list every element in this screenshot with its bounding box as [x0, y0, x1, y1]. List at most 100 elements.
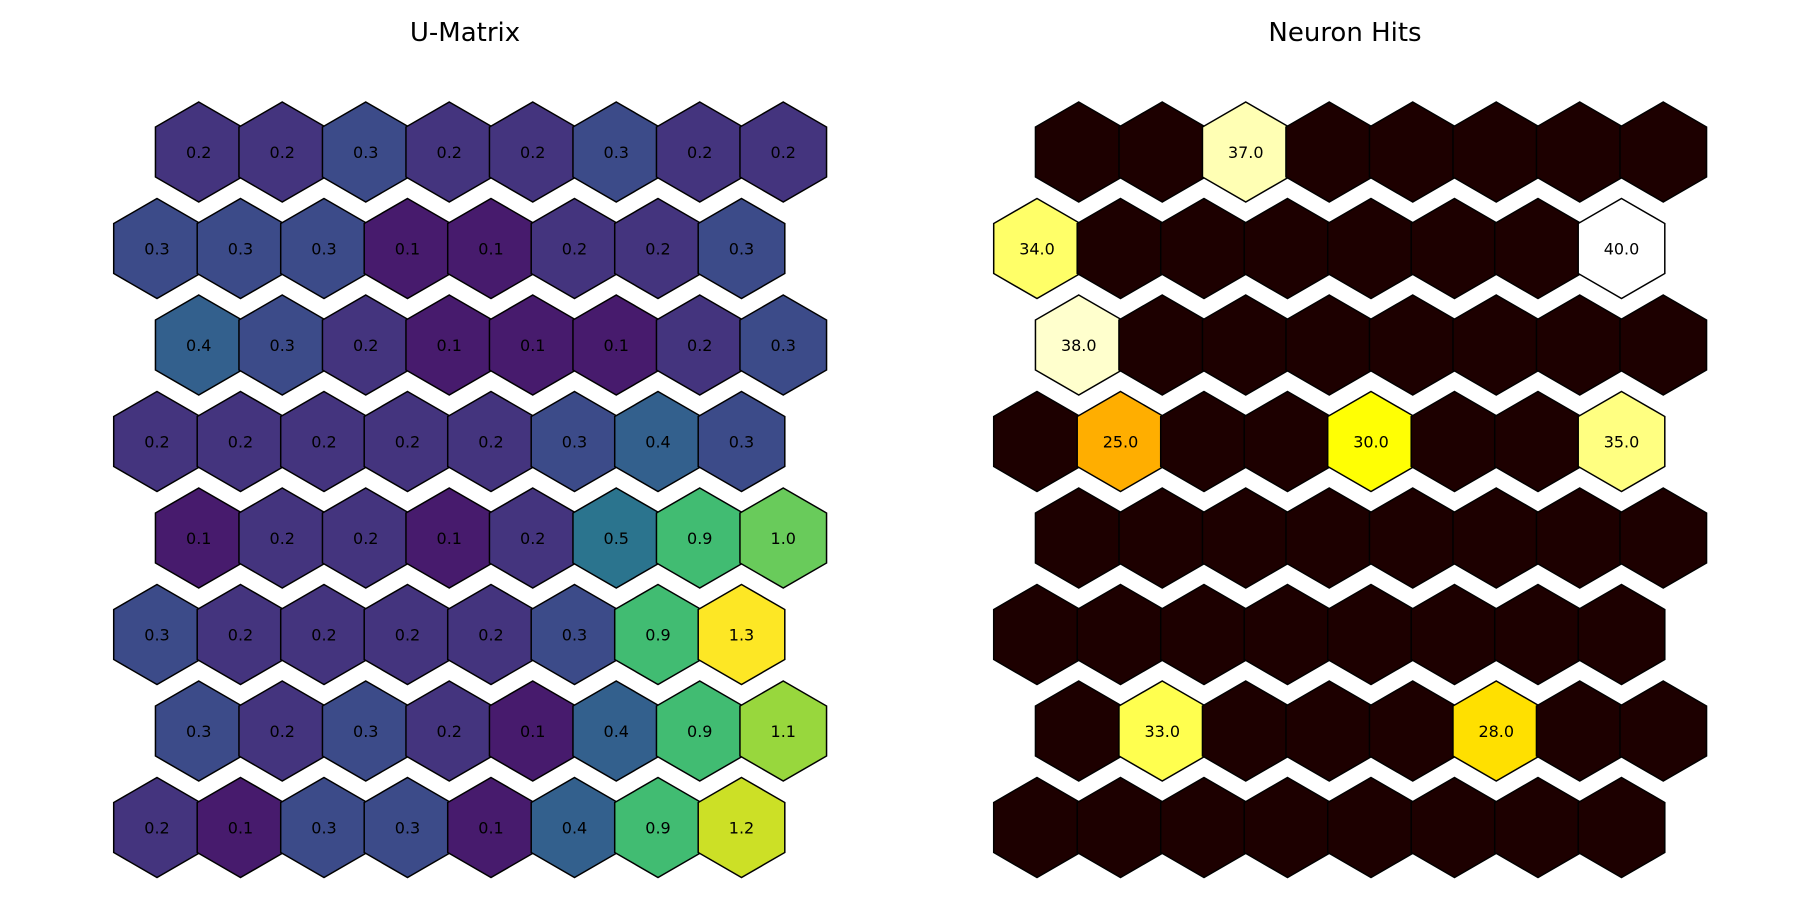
hits-hex-r4-c4: [1369, 488, 1456, 588]
umatrix-label-r2-c6: 0.2: [687, 336, 712, 355]
umatrix-label-r3-c4: 0.2: [478, 433, 503, 452]
umatrix-label-r0-c7: 0.2: [771, 143, 796, 162]
umatrix-label-r0-c0: 0.2: [186, 143, 211, 162]
hits-hex-r1-c5: [1411, 199, 1498, 299]
umatrix-label-r4-c3: 0.1: [437, 529, 462, 548]
umatrix-grid: 0.2 0.2 0.3 0.2 0.2 0.3 0.2 0.2 0.3 0.3 0.3 0.1 0.1 0…: [114, 102, 827, 878]
umatrix-label-r3-c5: 0.3: [562, 433, 587, 452]
umatrix-label-r0-c1: 0.2: [270, 143, 295, 162]
hits-hex-r7-c5: [1411, 778, 1498, 878]
umatrix-label-r1-c3: 0.1: [395, 240, 420, 259]
hits-hex-r2-c6: [1536, 295, 1623, 395]
hits-hex-r2-c4: [1369, 295, 1456, 395]
hits-hex-r5-c1: [1077, 585, 1164, 685]
hits-hex-r5-c5: [1411, 585, 1498, 685]
hits-hex-r0-c3: [1286, 102, 1373, 202]
hits-hex-r7-c1: [1077, 778, 1164, 878]
umatrix-label-r5-c5: 0.3: [562, 626, 587, 645]
hits-hex-r3-c3: [1244, 392, 1331, 492]
umatrix-label-r0-c6: 0.2: [687, 143, 712, 162]
umatrix-label-r4-c1: 0.2: [270, 529, 295, 548]
umatrix-label-r2-c1: 0.3: [270, 336, 295, 355]
umatrix-label-r1-c1: 0.3: [228, 240, 253, 259]
umatrix-label-r1-c4: 0.1: [478, 240, 503, 259]
umatrix-label-r5-c0: 0.3: [144, 626, 169, 645]
umatrix-label-r1-c0: 0.3: [144, 240, 169, 259]
umatrix-label-r7-c4: 0.1: [478, 819, 503, 838]
hits-label-r2-c0: 38.0: [1061, 336, 1097, 355]
hits-hex-r3-c6: [1495, 392, 1582, 492]
hits-hex-r5-c4: [1328, 585, 1415, 685]
umatrix-label-r5-c1: 0.2: [228, 626, 253, 645]
umatrix-label-r4-c2: 0.2: [353, 529, 378, 548]
umatrix-label-r5-c6: 0.9: [645, 626, 670, 645]
umatrix-label-r1-c5: 0.2: [562, 240, 587, 259]
umatrix-label-r6-c1: 0.2: [270, 722, 295, 741]
umatrix-label-r0-c3: 0.2: [437, 143, 462, 162]
hits-label-r1-c7: 40.0: [1604, 240, 1640, 259]
hits-hex-r6-c7: [1620, 681, 1707, 781]
hits-hex-r4-c3: [1286, 488, 1373, 588]
hits-hex-r5-c3: [1244, 585, 1331, 685]
neuron-hits-grid: 37.0 34.0 40.0 38.0 25.0 30.0 35.0 33.0 28.0: [994, 102, 1707, 878]
umatrix-label-r1-c2: 0.3: [311, 240, 336, 259]
hits-label-r3-c4: 30.0: [1353, 433, 1389, 452]
hits-hex-r2-c3: [1286, 295, 1373, 395]
umatrix-label-r5-c7: 1.3: [729, 626, 754, 645]
umatrix-label-r3-c0: 0.2: [144, 433, 169, 452]
umatrix-label-r7-c6: 0.9: [645, 819, 670, 838]
umatrix-label-r1-c6: 0.2: [645, 240, 670, 259]
umatrix-label-r7-c0: 0.2: [144, 819, 169, 838]
hits-label-r6-c1: 33.0: [1144, 722, 1180, 741]
umatrix-label-r5-c2: 0.2: [311, 626, 336, 645]
umatrix-label-r4-c6: 0.9: [687, 529, 712, 548]
hits-hex-r7-c6: [1495, 778, 1582, 878]
umatrix-label-r2-c0: 0.4: [186, 336, 211, 355]
hits-hex-r4-c5: [1453, 488, 1540, 588]
umatrix-label-r0-c2: 0.3: [353, 143, 378, 162]
umatrix-label-r5-c4: 0.2: [478, 626, 503, 645]
hits-hex-r0-c0: [1035, 102, 1122, 202]
umatrix-label-r3-c1: 0.2: [228, 433, 253, 452]
hits-hex-r6-c0: [1035, 681, 1122, 781]
umatrix-label-r2-c2: 0.2: [353, 336, 378, 355]
hits-label-r3-c7: 35.0: [1604, 433, 1640, 452]
hits-label-r1-c0: 34.0: [1019, 240, 1055, 259]
umatrix-label-r6-c4: 0.1: [520, 722, 545, 741]
umatrix-label-r6-c7: 1.1: [771, 722, 796, 741]
umatrix-label-r2-c3: 0.1: [437, 336, 462, 355]
hits-hex-r2-c2: [1202, 295, 1289, 395]
hits-hex-r5-c2: [1161, 585, 1248, 685]
umatrix-label-r2-c7: 0.3: [771, 336, 796, 355]
hits-hex-r6-c6: [1536, 681, 1623, 781]
umatrix-label-r3-c6: 0.4: [645, 433, 670, 452]
umatrix-label-r6-c6: 0.9: [687, 722, 712, 741]
hits-hex-r5-c0: [994, 585, 1081, 685]
hits-hex-r1-c2: [1161, 199, 1248, 299]
hits-hex-r6-c4: [1369, 681, 1456, 781]
umatrix-label-r6-c5: 0.4: [604, 722, 629, 741]
umatrix-label-r7-c5: 0.4: [562, 819, 587, 838]
hits-label-r3-c1: 25.0: [1103, 433, 1139, 452]
hits-hex-r0-c4: [1369, 102, 1456, 202]
umatrix-label-r5-c3: 0.2: [395, 626, 420, 645]
hits-hex-r4-c7: [1620, 488, 1707, 588]
hits-hex-r1-c6: [1495, 199, 1582, 299]
hits-hex-r4-c6: [1536, 488, 1623, 588]
umatrix-label-r7-c1: 0.1: [228, 819, 253, 838]
hits-hex-r7-c2: [1161, 778, 1248, 878]
hits-hex-r4-c1: [1119, 488, 1206, 588]
hits-label-r0-c2: 37.0: [1228, 143, 1264, 162]
hits-hex-r1-c1: [1077, 199, 1164, 299]
umatrix-label-r3-c7: 0.3: [729, 433, 754, 452]
umatrix-label-r3-c2: 0.2: [311, 433, 336, 452]
hits-hex-r7-c7: [1578, 778, 1665, 878]
hits-hex-r0-c5: [1453, 102, 1540, 202]
umatrix-label-r3-c3: 0.2: [395, 433, 420, 452]
hits-hex-r6-c2: [1202, 681, 1289, 781]
umatrix-label-r7-c7: 1.2: [729, 819, 754, 838]
hits-hex-r1-c4: [1328, 199, 1415, 299]
umatrix-label-r0-c4: 0.2: [520, 143, 545, 162]
